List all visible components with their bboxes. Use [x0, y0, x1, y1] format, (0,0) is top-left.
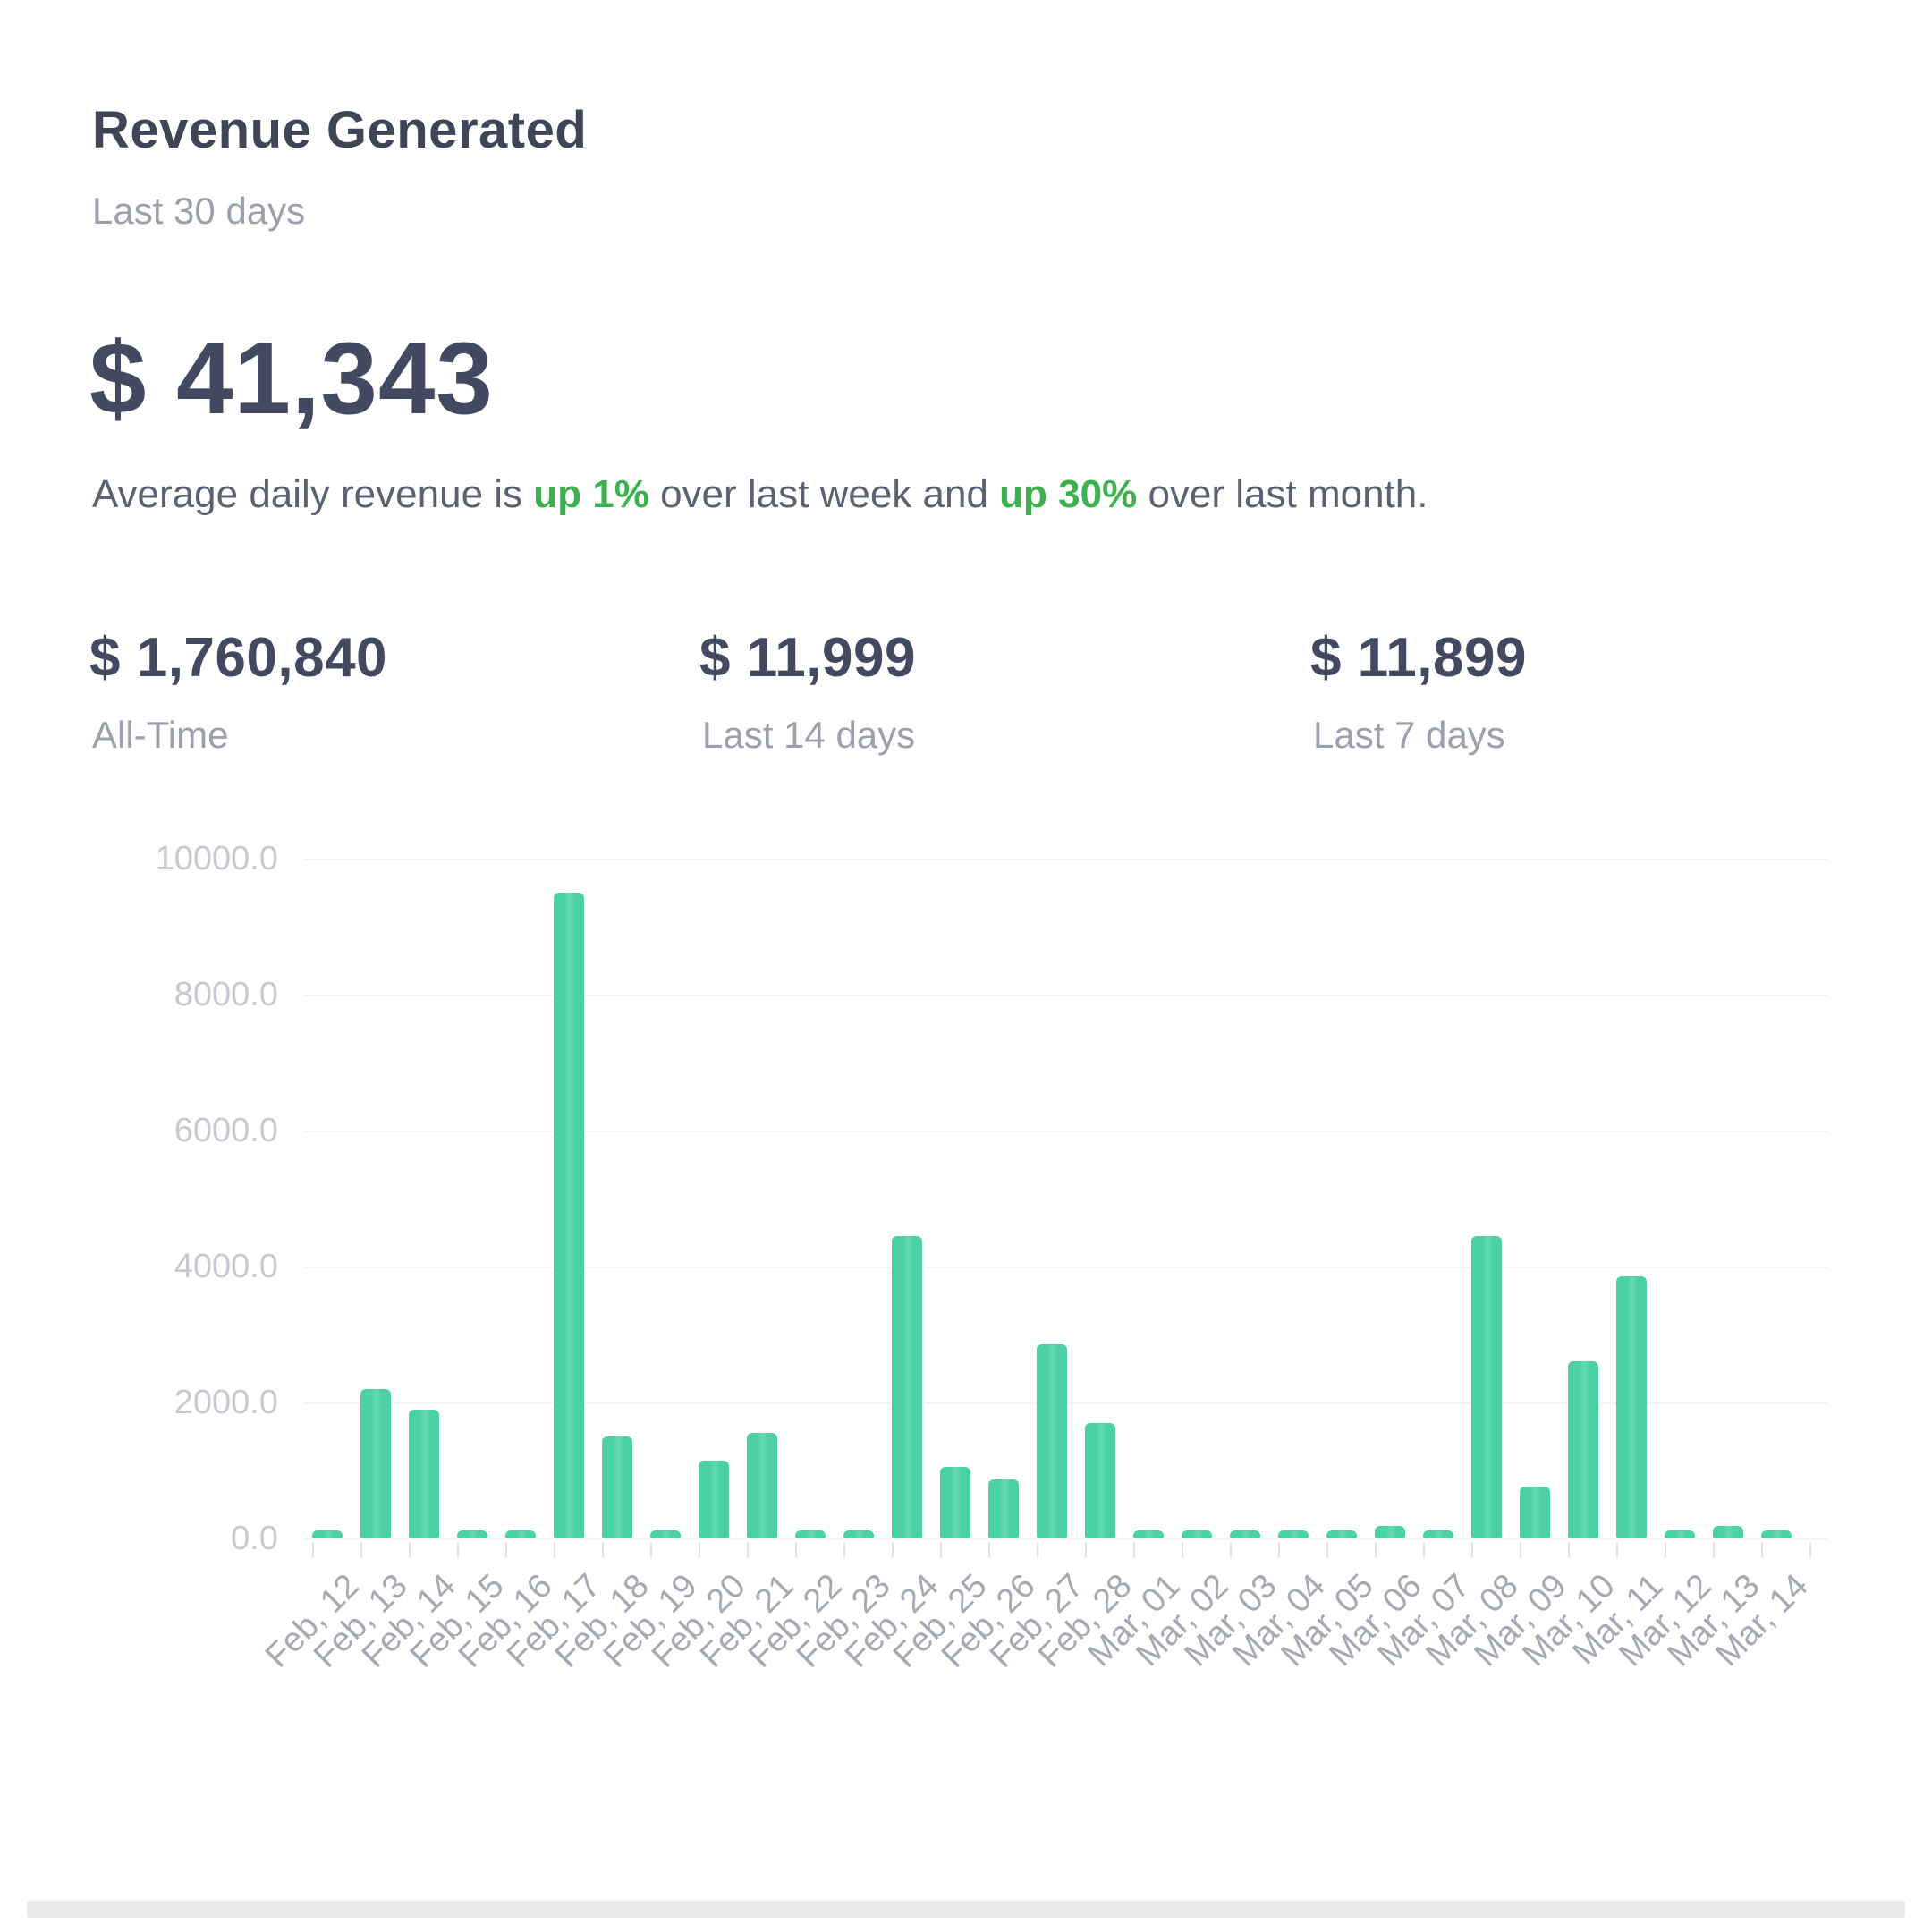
x-axis-tick [1761, 1542, 1763, 1558]
bar-mar-06[interactable] [1375, 1526, 1405, 1538]
x-axis-tick [554, 1542, 555, 1558]
bar-feb-21[interactable] [747, 1433, 777, 1538]
bar-feb-22[interactable] [795, 1530, 826, 1538]
x-axis-tick [1471, 1542, 1473, 1558]
x-axis-tick [699, 1542, 700, 1558]
sentence-suffix: over last month. [1137, 472, 1428, 516]
page-title: Revenue Generated [92, 101, 588, 159]
bar-feb-20[interactable] [699, 1461, 729, 1538]
x-axis-tick [988, 1542, 990, 1558]
stat-last-14-days-label: Last 14 days [702, 714, 916, 756]
x-axis-tick [1133, 1542, 1135, 1558]
revenue-trend-sentence: Average daily revenue is up 1% over last… [92, 472, 1428, 517]
month-change-badge: up 30% [999, 472, 1138, 516]
x-axis-tick [1230, 1542, 1232, 1558]
x-axis-tick [1085, 1542, 1087, 1558]
stat-all-time-value: $ 1,760,840 [89, 627, 388, 689]
y-axis-tick-label: 10000.0 [155, 840, 278, 877]
bar-feb-28[interactable] [1085, 1423, 1115, 1538]
stat-last-7-days-value: $ 11,899 [1310, 627, 1527, 689]
y-axis-tick-label: 8000.0 [174, 976, 278, 1013]
x-axis-tick [312, 1542, 314, 1558]
y-axis-tick-label: 6000.0 [174, 1112, 278, 1149]
x-axis-tick [1809, 1542, 1811, 1558]
gridline [304, 1267, 1827, 1268]
x-axis-tick [843, 1542, 845, 1558]
bar-mar-10[interactable] [1568, 1361, 1598, 1538]
bar-feb-15[interactable] [457, 1530, 487, 1538]
revenue-bar-chart: 10000.0 8000.0 6000.0 4000.0 2000.0 0.0 Feb, 1… [0, 787, 1932, 1843]
x-axis-tick [457, 1542, 459, 1558]
bar-mar-07[interactable] [1423, 1530, 1453, 1538]
stat-last-14-days-value: $ 11,999 [699, 627, 916, 689]
gridline [304, 995, 1827, 996]
x-axis-tick [1423, 1542, 1425, 1558]
gridline [304, 859, 1827, 860]
bar-feb-23[interactable] [843, 1530, 874, 1538]
bar-mar-04[interactable] [1278, 1530, 1309, 1538]
y-axis-tick-label: 4000.0 [174, 1248, 278, 1285]
x-axis-tick [1616, 1542, 1618, 1558]
y-axis-tick-label: 0.0 [231, 1520, 278, 1557]
bar-mar-03[interactable] [1230, 1530, 1260, 1538]
x-axis-tick [1375, 1542, 1377, 1558]
x-axis-tick [505, 1542, 507, 1558]
x-axis-tick [602, 1542, 604, 1558]
bar-mar-12[interactable] [1665, 1530, 1695, 1538]
bar-mar-11[interactable] [1616, 1276, 1647, 1538]
x-axis-tick [1665, 1542, 1666, 1558]
gridline [304, 1538, 1827, 1540]
bar-feb-17[interactable] [554, 893, 584, 1538]
bar-feb-24[interactable] [892, 1236, 922, 1538]
bar-mar-09[interactable] [1520, 1487, 1550, 1538]
period-subtitle: Last 30 days [92, 190, 306, 232]
bar-mar-01[interactable] [1133, 1530, 1164, 1538]
bar-feb-18[interactable] [602, 1436, 632, 1538]
bottom-divider [27, 1900, 1905, 1918]
x-axis-tick [747, 1542, 749, 1558]
bar-mar-14[interactable] [1761, 1530, 1792, 1538]
x-axis-tick [409, 1542, 411, 1558]
bar-mar-02[interactable] [1182, 1530, 1212, 1538]
bar-feb-14[interactable] [409, 1410, 439, 1538]
sentence-prefix: Average daily revenue is [92, 472, 534, 516]
x-axis-tick [1182, 1542, 1183, 1558]
x-axis-tick [650, 1542, 652, 1558]
bar-feb-13[interactable] [360, 1389, 391, 1538]
x-axis-tick [1278, 1542, 1280, 1558]
week-change-badge: up 1% [533, 472, 649, 516]
y-axis-tick-label: 2000.0 [174, 1384, 278, 1421]
stat-last-7-days-label: Last 7 days [1313, 714, 1505, 756]
x-axis-tick [1037, 1542, 1038, 1558]
bar-feb-25[interactable] [940, 1467, 970, 1538]
total-revenue-value: $ 41,343 [89, 322, 494, 436]
bar-feb-19[interactable] [650, 1530, 681, 1538]
x-axis-tick [892, 1542, 894, 1558]
bar-feb-16[interactable] [505, 1530, 536, 1538]
bar-feb-27[interactable] [1037, 1344, 1067, 1538]
x-axis-tick [360, 1542, 362, 1558]
bar-feb-26[interactable] [988, 1479, 1019, 1538]
x-axis-tick [1326, 1542, 1328, 1558]
x-axis-tick [1568, 1542, 1570, 1558]
bar-mar-08[interactable] [1471, 1236, 1502, 1538]
x-axis-tick [1520, 1542, 1521, 1558]
x-axis-tick [1713, 1542, 1715, 1558]
bar-mar-05[interactable] [1326, 1530, 1357, 1538]
sentence-middle: over last week and [648, 472, 1000, 516]
x-axis-tick [795, 1542, 797, 1558]
gridline [304, 1131, 1827, 1132]
bar-feb-12[interactable] [312, 1530, 343, 1538]
x-axis-tick [940, 1542, 942, 1558]
bar-mar-13[interactable] [1713, 1526, 1743, 1538]
stat-all-time-label: All-Time [92, 714, 229, 756]
